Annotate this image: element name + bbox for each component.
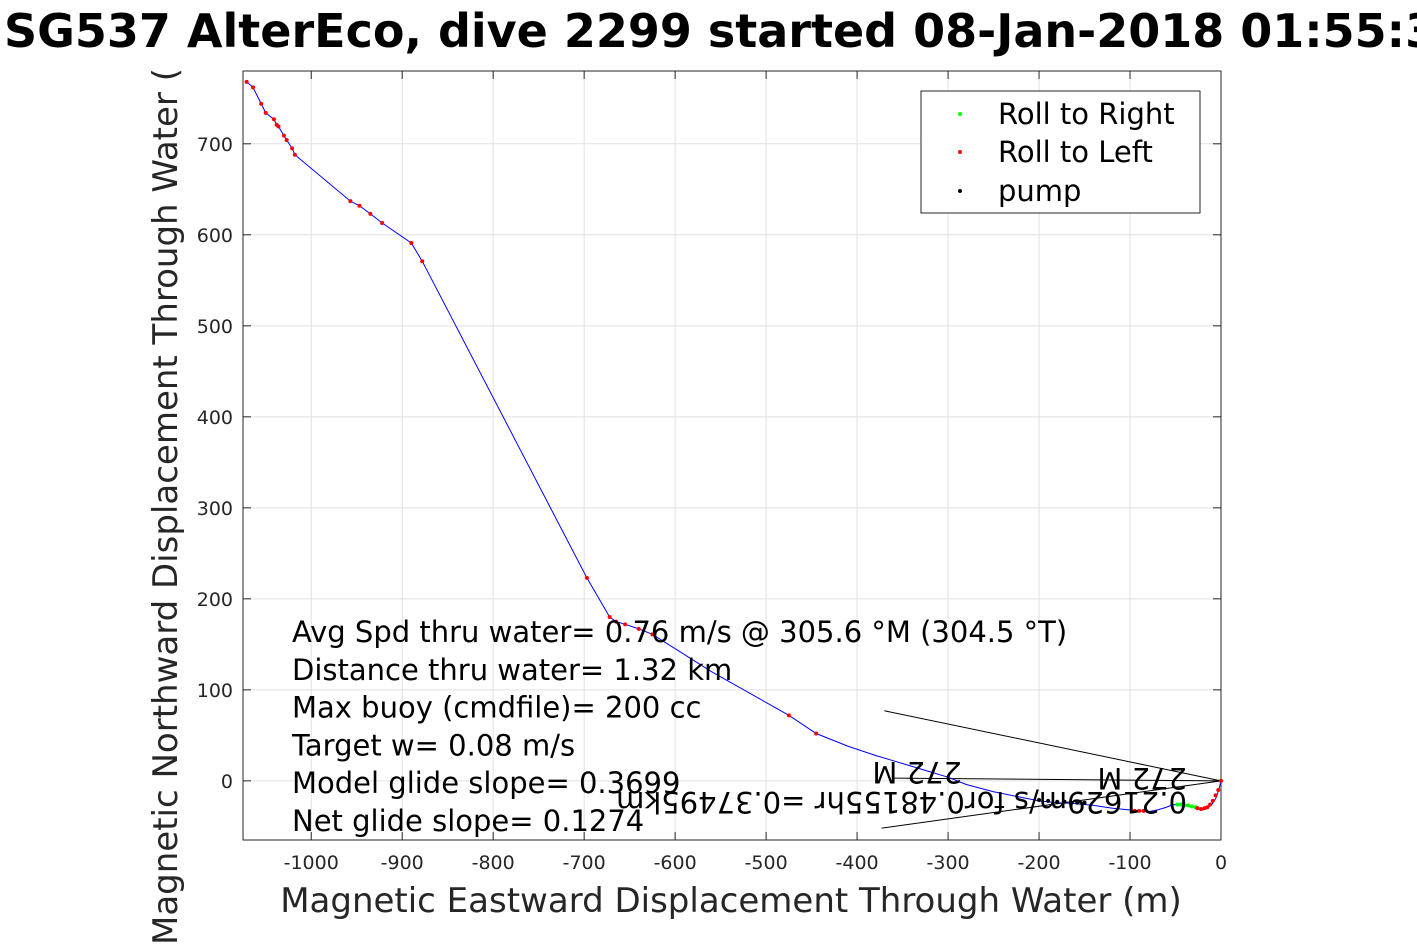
roll-to-left-point	[357, 203, 362, 208]
legend-marker-roll-right	[958, 112, 962, 116]
roll-to-left-point	[1202, 806, 1207, 811]
x-tick-label: -600	[654, 852, 697, 874]
x-tick-label: -700	[563, 852, 606, 874]
heading-annotation-1: 272 M	[872, 755, 962, 789]
roll-to-left-point	[368, 211, 373, 216]
x-tick-label: -500	[745, 852, 788, 874]
current-annotation: 0.21629m/s for0.48155hr =0.37495km	[616, 785, 1187, 819]
y-tick-label: 0	[221, 771, 233, 793]
roll-to-left-point	[263, 110, 268, 115]
stats-block: Avg Spd thru water= 0.76 m/s @ 305.6 °M …	[291, 615, 1067, 838]
stat-line: Net glide slope= 0.1274	[292, 804, 644, 838]
stat-line: Max buoy (cmdfile)= 200 cc	[292, 691, 701, 725]
roll-to-left-point	[1137, 808, 1142, 813]
x-tick-label: -900	[381, 852, 424, 874]
pump-point	[1046, 798, 1051, 803]
roll-to-left-point	[786, 713, 791, 718]
x-tick-label: -100	[1108, 852, 1151, 874]
pump-point	[1082, 800, 1087, 805]
roll-to-left-point	[380, 220, 385, 225]
y-axis-label: Magnetic Northward Displacement Through …	[146, 68, 186, 945]
pump-point	[1068, 800, 1073, 805]
roll-to-right-point	[1186, 803, 1191, 808]
stat-line: Distance thru water= 1.32 km	[292, 653, 732, 687]
pump-point	[1037, 797, 1042, 802]
legend: Roll to Right Roll to Left pump	[920, 90, 1201, 214]
roll-to-left-point	[284, 138, 289, 143]
roll-to-left-point	[614, 619, 619, 624]
roll-to-left-point	[281, 133, 286, 138]
stat-line: Avg Spd thru water= 0.76 m/s @ 305.6 °M …	[292, 615, 1067, 649]
y-tick-label: 300	[197, 498, 233, 520]
x-tick-label: -800	[472, 852, 515, 874]
x-tick-label: -200	[1017, 852, 1060, 874]
roll-to-left-point	[1195, 806, 1200, 811]
x-tick-label: 0	[1215, 852, 1227, 874]
roll-to-left-point	[271, 117, 276, 122]
plot-area-frame	[242, 70, 1222, 841]
roll-to-left-point	[636, 626, 641, 631]
roll-to-left-point	[584, 575, 589, 580]
series-layer	[244, 79, 1223, 813]
roll-to-left-point	[1210, 798, 1215, 803]
y-tick-label: 400	[197, 407, 233, 429]
roll-to-left-point	[244, 79, 249, 84]
roll-to-right-point	[1182, 803, 1187, 808]
stat-line: Target w= 0.08 m/s	[291, 728, 575, 762]
roll-to-left-point	[251, 85, 256, 90]
pump-point	[1062, 799, 1067, 804]
roll-to-left-point	[1208, 802, 1213, 807]
roll-to-left-point	[650, 632, 655, 637]
legend-label-roll-right: Roll to Right	[998, 97, 1175, 131]
cone-lines	[881, 710, 1222, 829]
roll-to-left-point	[1219, 778, 1223, 783]
legend-marker-roll-left	[958, 150, 962, 154]
roll-to-left-point	[409, 241, 414, 246]
roll-to-left-point	[259, 101, 264, 106]
roll-to-left-point	[623, 622, 628, 627]
pump-point	[1075, 800, 1080, 805]
y-tick-label: 600	[197, 225, 233, 247]
current-vector-line	[893, 777, 1222, 782]
roll-to-left-point	[1141, 808, 1146, 813]
y-tick-label: 100	[197, 680, 233, 702]
chart-title: SG537 AlterEco, dive 2299 started 08-Jan…	[4, 4, 1417, 58]
roll-to-left-point	[1213, 793, 1218, 798]
cone-line	[881, 780, 1222, 829]
x-tick-label: -300	[927, 852, 970, 874]
roll-to-left-point	[607, 615, 612, 620]
roll-to-right-point	[1175, 802, 1180, 807]
roll-to-left-point	[274, 122, 279, 127]
roll-to-left-point	[814, 731, 819, 736]
pump-point	[1055, 799, 1060, 804]
x-tick-label: -1000	[284, 852, 339, 874]
roll-to-right-point	[1178, 802, 1183, 807]
roll-to-left-point	[420, 259, 425, 264]
roll-to-left-point	[1216, 787, 1221, 792]
heading-annotation-2: 272 M	[1097, 761, 1187, 795]
roll-to-left-point	[292, 152, 297, 157]
roll-to-left-point	[1132, 808, 1137, 813]
cone-line	[884, 710, 1222, 782]
legend-box	[920, 90, 1201, 214]
x-tick-label: -400	[836, 852, 879, 874]
rotated-annotations: 0.21629m/s for0.48155hr =0.37495km 272 M…	[616, 755, 1187, 819]
roll-to-right-point	[1189, 804, 1194, 809]
legend-marker-pump	[958, 189, 962, 193]
roll-to-left-point	[1198, 807, 1203, 812]
legend-label-pump: pump	[998, 174, 1081, 208]
y-tick-label: 500	[197, 316, 233, 338]
axis-ticks: -1000 -900 -800 -700 -600 -500 -400 -300 -200 -10…	[197, 71, 1227, 874]
y-tick-label: 200	[197, 589, 233, 611]
stat-line: Model glide slope= 0.3699	[292, 766, 680, 800]
roll-to-left-point	[348, 199, 353, 204]
roll-to-left-point	[290, 146, 295, 151]
legend-label-roll-left: Roll to Left	[998, 135, 1153, 169]
x-axis-label: Magnetic Eastward Displacement Through W…	[280, 881, 1182, 921]
y-tick-label: 700	[197, 134, 233, 156]
